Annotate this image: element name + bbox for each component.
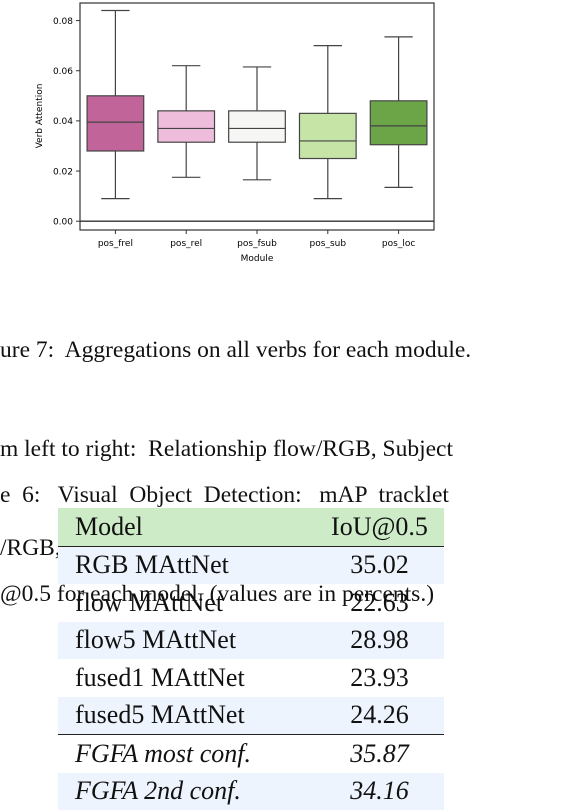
iou-cell: 35.02 xyxy=(315,546,444,584)
iqr-box xyxy=(87,96,144,151)
y-tick-label: 0.06 xyxy=(53,67,73,77)
iqr-box xyxy=(299,113,356,158)
y-tick-label: 0.02 xyxy=(53,167,73,177)
x-tick-label: pos_frel xyxy=(98,239,133,249)
y-axis-title: Verb Attention xyxy=(35,84,45,149)
x-tick-label: pos_fsub xyxy=(237,239,277,249)
model-cell: fused5 MAttNet xyxy=(58,697,315,735)
y-axis-ticks: 0.00 0.02 0.04 0.06 0.08 xyxy=(53,17,80,228)
model-cell: FGFA 2nd conf. xyxy=(58,773,315,810)
model-cell: FGFA most conf. xyxy=(58,735,315,773)
model-cell: RGB MAttNet xyxy=(58,546,315,584)
iou-cell: 22.63 xyxy=(315,584,444,622)
x-tick-label: pos_rel xyxy=(170,239,202,249)
y-tick-label: 0.08 xyxy=(53,17,73,27)
model-cell: flow MAttNet xyxy=(58,584,315,622)
iqr-box xyxy=(158,111,215,142)
table-row: flow5 MAttNet 28.98 xyxy=(58,622,444,660)
y-tick-label: 0.00 xyxy=(53,217,73,227)
header-model: Model xyxy=(58,508,315,546)
table-row: fused1 MAttNet 23.93 xyxy=(58,659,444,697)
model-cell: flow5 MAttNet xyxy=(58,622,315,660)
reference-row: FGFA 2nd conf. 34.16 xyxy=(58,773,444,810)
table-header-row: Model IoU@0.5 xyxy=(58,508,444,546)
iou-cell: 34.16 xyxy=(315,773,444,810)
x-tick-label: pos_loc xyxy=(382,239,415,249)
x-tick-label: pos_sub xyxy=(310,239,347,249)
results-table: Model IoU@0.5 RGB MAttNet 35.02 flow MAt… xyxy=(58,508,444,810)
iou-cell: 23.93 xyxy=(315,659,444,697)
iqr-box xyxy=(229,111,286,142)
x-axis-title: Module xyxy=(241,254,274,264)
iou-cell: 28.98 xyxy=(315,622,444,660)
table-row: flow MAttNet 22.63 xyxy=(58,584,444,622)
iou-cell: 35.87 xyxy=(315,735,444,773)
model-cell: fused1 MAttNet xyxy=(58,659,315,697)
table-row: RGB MAttNet 35.02 xyxy=(58,546,444,584)
iou-cell: 24.26 xyxy=(315,697,444,735)
x-axis-ticks: pos_frel pos_rel pos_fsub pos_sub pos_loc xyxy=(98,230,415,249)
reference-row: FGFA most conf. 35.87 xyxy=(58,735,444,773)
table-row: fused5 MAttNet 24.26 xyxy=(58,697,444,735)
figure-caption-line: ure 7: Aggregations on all verbs for eac… xyxy=(0,334,471,367)
iqr-box xyxy=(370,101,427,145)
header-iou: IoU@0.5 xyxy=(315,508,444,546)
y-tick-label: 0.04 xyxy=(53,117,73,127)
